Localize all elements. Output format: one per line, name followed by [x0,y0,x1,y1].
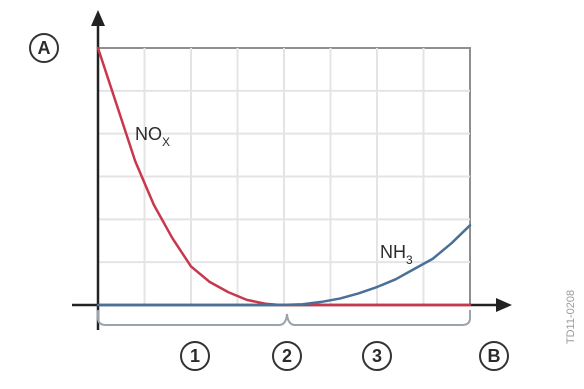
label-b-text: B [488,346,501,366]
label-b: B [479,341,509,371]
label-b-circle [479,341,509,371]
zone-2-label-text: 2 [282,346,292,366]
nox-series-label: NOX [135,124,170,149]
series-layer [96,46,472,307]
zone-1-label-text: 1 [190,346,200,366]
chart-labels: NOX NH3 A 1 2 3 B TD11-0208 [29,33,577,371]
zone-brace [97,310,471,326]
zone-3-label-text: 3 [372,346,382,366]
zone-2-label: 2 [272,341,302,371]
zone-1-label-circle [180,341,210,371]
x-axis-arrow [496,298,512,312]
zone-braces [97,310,471,326]
label-a-circle [29,33,59,63]
zone-3-label-circle [362,341,392,371]
label-a-text: A [38,38,51,58]
nh3-series-line [96,224,472,307]
y-axis-arrow [91,10,105,26]
zone-2-label-circle [272,341,302,371]
grid [97,47,471,306]
zone-1-label: 1 [180,341,210,371]
zone-3-label: 3 [362,341,392,371]
figure-code: TD11-0208 [565,290,577,344]
nh3-series-label: NH3 [380,242,413,267]
label-a: A [29,33,59,63]
